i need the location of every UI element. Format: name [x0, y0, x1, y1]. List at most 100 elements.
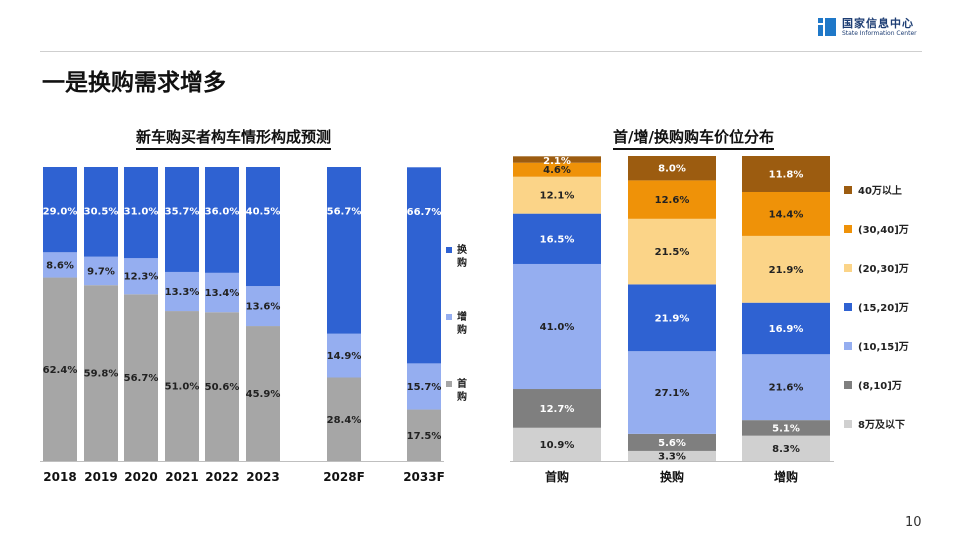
bar-segment-2021-0	[165, 311, 199, 461]
chart-1-title: 新车购买者构车情形构成预测	[136, 126, 332, 150]
bar-segment-增购-5	[742, 191, 830, 236]
data-label: 13.3%	[165, 287, 200, 298]
bar-segment-2018-2	[43, 167, 77, 253]
bar-segment-2022-0	[205, 312, 239, 461]
bar-segment-增购-3	[742, 302, 830, 355]
data-label: 11.8%	[769, 169, 804, 180]
logo-name-cn: 国家信息中心	[842, 17, 914, 30]
bar-segment-增购-1	[742, 420, 830, 436]
data-label: 41.0%	[540, 322, 575, 333]
bar-segment-2033F-0	[407, 409, 441, 461]
bar-segment-2022-2	[205, 167, 239, 273]
bar-segment-2021-2	[165, 167, 199, 272]
legend-label: 增购	[457, 310, 467, 336]
bar-segment-2018-0	[43, 277, 77, 461]
legend-swatch	[844, 303, 852, 311]
bar-segment-增购-4	[742, 235, 830, 303]
legend-label: 换购	[457, 243, 468, 269]
bar-segment-首购-2	[513, 263, 601, 390]
legend-swatch	[844, 420, 852, 428]
slide-heading: 一是换购需求增多	[42, 70, 226, 96]
data-label: 45.9%	[246, 389, 281, 400]
data-label: 51.0%	[165, 382, 200, 393]
data-label: 13.4%	[205, 288, 240, 299]
legend-label: (20,30]万	[858, 263, 909, 275]
data-label: 30.5%	[84, 207, 119, 218]
data-label: 31.0%	[124, 207, 159, 218]
data-label: 9.7%	[87, 266, 115, 277]
bar-segment-2020-2	[124, 167, 158, 259]
bar-segment-2018-1	[43, 252, 77, 278]
category-label: 2033F	[403, 470, 445, 484]
data-label: 21.5%	[655, 247, 690, 258]
legend-swatch	[844, 342, 852, 350]
logo-name-en: State Information Center	[842, 30, 917, 37]
bar-segment-2028F-0	[327, 377, 361, 461]
category-label: 2028F	[323, 470, 365, 484]
bar-segment-首购-4	[513, 176, 601, 214]
data-label: 50.6%	[205, 382, 240, 393]
bar-segment-首购-6	[513, 156, 601, 163]
bar-segment-增购-2	[742, 354, 830, 421]
legend-label: 首购	[457, 377, 467, 403]
data-label: 12.3%	[124, 272, 159, 283]
category-label: 2020	[124, 470, 157, 484]
data-label: 8.3%	[772, 444, 800, 455]
bar-segment-换购-3	[628, 284, 716, 352]
data-label: 4.6%	[543, 165, 571, 176]
data-label: 16.5%	[540, 234, 575, 245]
category-label: 2023	[246, 470, 279, 484]
logo-mark-icon	[818, 18, 836, 36]
bar-segment-2033F-2	[407, 167, 441, 364]
bar-segment-增购-0	[742, 435, 830, 461]
data-label: 15.7%	[407, 382, 442, 393]
legend-swatch	[844, 186, 852, 194]
data-label: 21.9%	[655, 313, 690, 324]
bar-segment-换购-0	[628, 450, 716, 461]
bar-segment-换购-6	[628, 156, 716, 181]
bar-segment-首购-1	[513, 389, 601, 428]
legend-label: (8,10]万	[858, 380, 902, 392]
data-label: 13.6%	[246, 302, 281, 313]
bar-segment-2033F-1	[407, 363, 441, 410]
category-label: 2018	[43, 470, 76, 484]
legend-swatch	[844, 264, 852, 272]
data-label: 28.4%	[327, 415, 362, 426]
bar-segment-换购-5	[628, 180, 716, 219]
data-label: 5.6%	[658, 438, 686, 449]
data-label: 8.6%	[46, 260, 74, 271]
bar-segment-2021-1	[165, 271, 199, 312]
data-label: 27.1%	[655, 388, 690, 399]
bar-segment-换购-4	[628, 218, 716, 285]
data-label: 8.0%	[658, 164, 686, 175]
category-label: 2021	[165, 470, 198, 484]
bar-segment-2022-1	[205, 272, 239, 313]
header-divider	[40, 51, 922, 52]
data-label: 10.9%	[540, 440, 575, 451]
bar-segment-首购-5	[513, 162, 601, 177]
logo: 国家信息中心 State Information Center	[818, 18, 917, 37]
legend-swatch	[446, 381, 452, 387]
bar-segment-增购-6	[742, 156, 830, 192]
bar-segment-换购-2	[628, 351, 716, 434]
data-label: 35.7%	[165, 207, 200, 218]
data-label: 62.4%	[43, 365, 78, 376]
bar-segment-2023-1	[246, 286, 280, 327]
legend-label: 40万以上	[858, 184, 902, 197]
data-label: 21.6%	[769, 383, 804, 394]
data-label: 17.5%	[407, 431, 442, 442]
bar-segment-2023-0	[246, 326, 280, 461]
data-label: 29.0%	[43, 207, 78, 218]
data-label: 12.6%	[655, 195, 690, 206]
legend-label: (15,20]万	[858, 302, 909, 314]
bar-segment-2020-0	[124, 294, 158, 461]
legend-swatch	[446, 314, 452, 320]
data-label: 59.8%	[84, 369, 119, 380]
bar-segment-2023-2	[246, 167, 280, 287]
data-label: 40.5%	[246, 207, 281, 218]
legend-swatch	[844, 381, 852, 389]
data-label: 66.7%	[407, 207, 442, 218]
data-label: 12.1%	[540, 191, 575, 202]
data-label: 16.9%	[769, 324, 804, 335]
